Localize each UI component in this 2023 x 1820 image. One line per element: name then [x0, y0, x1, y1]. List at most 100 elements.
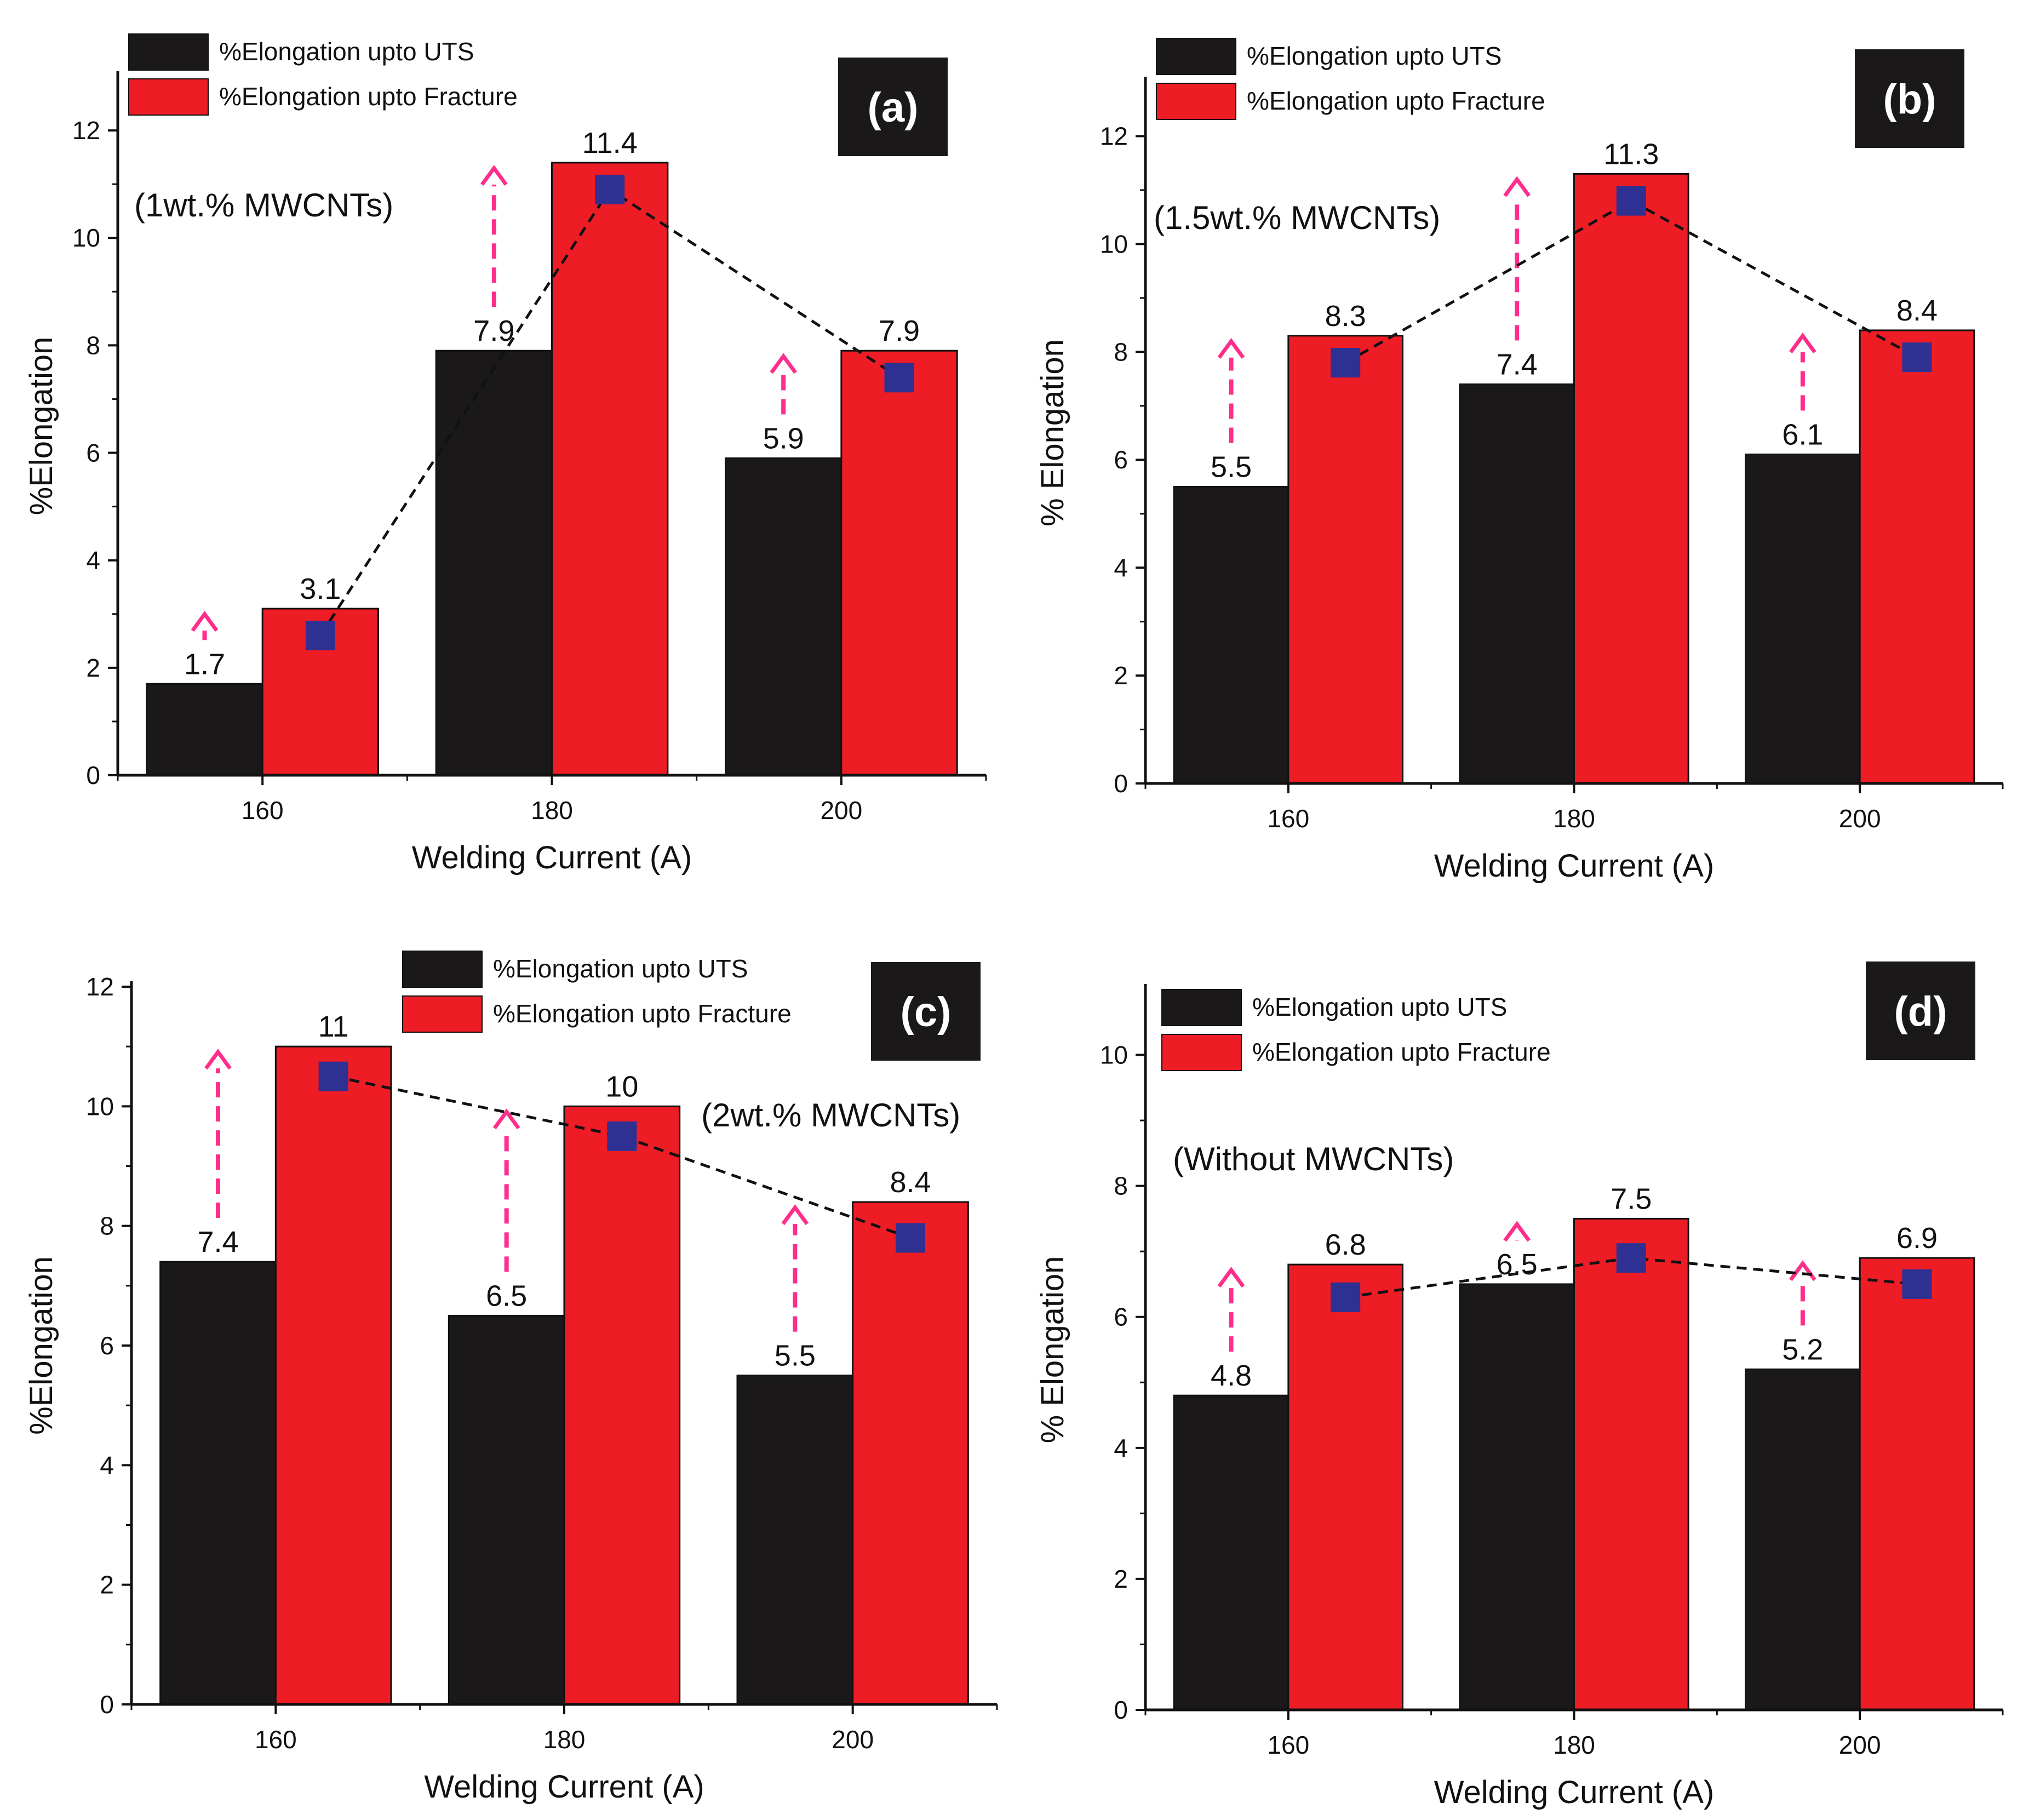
uts-value-label-200: 5.2 [1782, 1333, 1823, 1366]
uts-value-label-160: 4.8 [1211, 1359, 1252, 1392]
legend: %Elongation upto UTS %Elongation upto Fra… [402, 951, 792, 1033]
uts-bar-160 [146, 683, 263, 776]
fracture-value-label-200: 8.4 [1896, 294, 1938, 327]
uts-bar-200 [736, 1375, 854, 1705]
panel-tag-label: (a) [868, 84, 919, 131]
x-tick-label-200: 200 [1839, 804, 1881, 833]
y-tick-label-0: 0 [1114, 1696, 1128, 1724]
y-tick-label-8: 8 [100, 1212, 114, 1240]
y-tick-label-12: 12 [1100, 122, 1128, 150]
elongation-arrow-180 [492, 1108, 520, 1272]
fracture-bar-160 [1287, 1263, 1404, 1711]
panel-tag-box [838, 58, 948, 156]
elongation-arrow-200 [1789, 333, 1816, 411]
legend-swatch-fracture [1156, 83, 1236, 120]
uts-bar-200 [1745, 453, 1861, 785]
legend-label-uts: %Elongation upto UTS [1252, 993, 1507, 1021]
fracture-value-label-200: 7.9 [879, 314, 920, 347]
fracture-value-label-180: 7.5 [1611, 1182, 1652, 1215]
legend: %Elongation upto UTS %Elongation upto Fra… [1161, 989, 1551, 1071]
y-tick-label-8: 8 [86, 331, 100, 359]
x-tick-label-160: 160 [1267, 1731, 1309, 1759]
uts-bar-180 [448, 1314, 565, 1705]
legend-swatch-fracture [402, 995, 483, 1033]
fracture-value-label-160: 11 [318, 1010, 349, 1043]
fracture-bar-200 [1859, 329, 1975, 785]
composition-annotation: (Without MWCNTs) [1173, 1141, 1454, 1177]
fracture-value-label-200: 8.4 [890, 1166, 931, 1199]
y-tick-label-6: 6 [100, 1331, 114, 1360]
fracture-value-label-180: 10 [605, 1070, 638, 1103]
fracture-bar-180 [551, 162, 669, 776]
uts-value-label-160: 5.5 [1211, 450, 1252, 483]
trend-marker-160 [1331, 348, 1361, 377]
elongation-arrow-180 [1503, 176, 1531, 341]
legend-label-fracture: %Elongation upto Fracture [493, 999, 792, 1028]
fracture-bar-200 [1859, 1257, 1975, 1711]
trend-marker-200 [884, 363, 914, 393]
y-axis-title: % Elongation [1035, 339, 1070, 526]
panel-tag-box [871, 962, 981, 1061]
panel-tag-box [1855, 49, 1964, 148]
legend-label-fracture: %Elongation upto Fracture [219, 82, 518, 111]
chart-panel-b: 5.5 7.4 6.1 8.3 11.3 8.4 0 2 4 6 8 10 12 160 180 200 Wel… [1035, 38, 2004, 884]
y-tick-label-12: 12 [72, 116, 100, 145]
uts-value-label-160: 7.4 [197, 1226, 238, 1258]
x-axis-title: Welding Current (A) [1434, 1775, 1714, 1810]
x-tick-label-160: 160 [242, 796, 284, 825]
uts-value-label-200: 6.1 [1782, 418, 1823, 451]
legend-swatch-fracture [1161, 1034, 1242, 1071]
y-tick-label-6: 6 [1114, 445, 1128, 474]
uts-value-label-180: 6.5 [486, 1279, 527, 1312]
composition-annotation: (2wt.% MWCNTs) [701, 1097, 960, 1134]
y-axis-title: %Elongation [24, 337, 59, 516]
legend-swatch-uts [1161, 989, 1242, 1026]
y-tick-label-12: 12 [86, 972, 114, 1001]
y-tick-label-10: 10 [72, 224, 100, 252]
y-tick-label-0: 0 [100, 1690, 114, 1719]
y-tick-label-0: 0 [86, 761, 100, 789]
uts-bar-160 [1173, 1394, 1290, 1711]
legend-label-fracture: %Elongation upto Fracture [1252, 1038, 1551, 1066]
legend-label-uts: %Elongation upto UTS [1247, 42, 1502, 70]
trend-marker-200 [1902, 342, 1932, 373]
trend-marker-180 [1616, 186, 1646, 216]
trend-marker-200 [1902, 1269, 1932, 1299]
elongation-arrow-160 [1217, 337, 1245, 443]
fracture-bar-180 [1573, 1217, 1689, 1711]
fracture-value-label-180: 11.3 [1603, 138, 1659, 170]
legend-swatch-uts [402, 951, 483, 988]
uts-value-label-200: 5.9 [763, 422, 804, 455]
fracture-bar-180 [1573, 173, 1689, 785]
fracture-value-label-180: 11.4 [582, 127, 638, 159]
y-tick-label-4: 4 [100, 1451, 114, 1479]
y-axis-title: %Elongation [24, 1256, 59, 1435]
legend-swatch-uts [1156, 38, 1236, 75]
uts-bar-200 [1745, 1368, 1861, 1711]
panel-tag-box [1866, 961, 1975, 1060]
x-tick-label-200: 200 [1839, 1731, 1881, 1759]
y-tick-label-2: 2 [86, 654, 100, 682]
uts-bar-180 [435, 350, 553, 776]
legend-label-uts: %Elongation upto UTS [493, 954, 748, 983]
y-tick-label-8: 8 [1114, 1172, 1128, 1200]
uts-bar-200 [725, 457, 843, 776]
x-tick-label-200: 200 [820, 796, 862, 825]
y-tick-label-4: 4 [1114, 553, 1128, 582]
elongation-arrow-200 [781, 1204, 809, 1332]
y-tick-label-2: 2 [100, 1571, 114, 1599]
y-tick-label-10: 10 [1100, 1041, 1128, 1069]
composition-annotation: (1wt.% MWCNTs) [134, 187, 393, 224]
fracture-bar-160 [1287, 335, 1404, 785]
y-axis-title: % Elongation [1035, 1256, 1070, 1444]
legend-swatch-uts [128, 33, 209, 71]
trend-marker-200 [896, 1223, 925, 1253]
uts-value-label-160: 1.7 [184, 648, 225, 680]
x-tick-label-180: 180 [1553, 804, 1595, 833]
y-tick-label-8: 8 [1114, 337, 1128, 366]
chart-panel-c: 7.4 6.5 5.5 11 10 8.4 0 2 4 6 8 10 12 160 180 200 Weldin… [24, 951, 998, 1805]
uts-bar-160 [159, 1261, 277, 1705]
trend-marker-180 [595, 174, 625, 204]
x-axis-title: Welding Current (A) [412, 840, 692, 875]
